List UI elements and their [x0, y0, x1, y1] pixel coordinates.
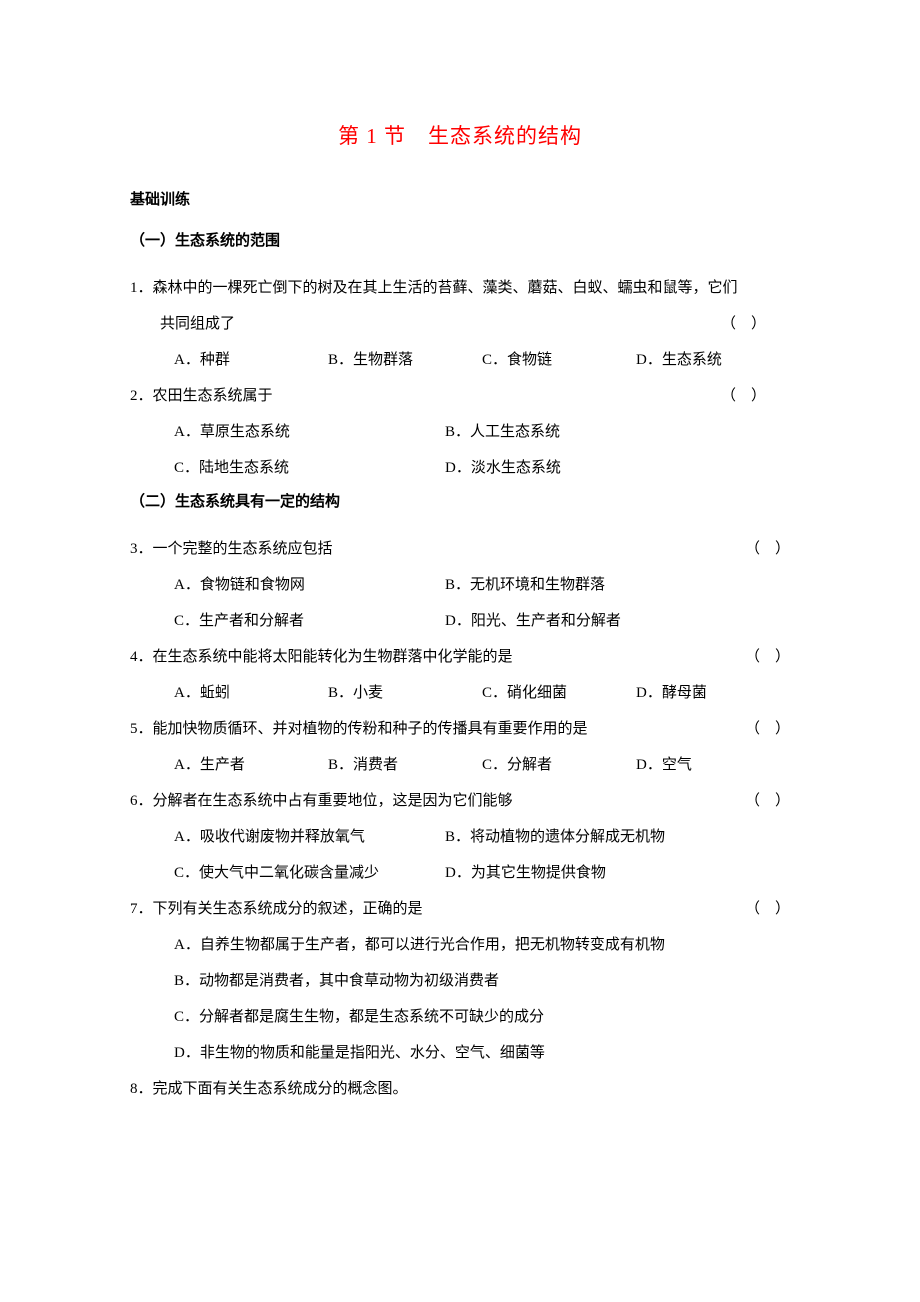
question-text: 完成下面有关生态系统成分的概念图。 — [153, 1071, 790, 1107]
question-stem: 6． 分解者在生态系统中占有重要地位，这是因为它们能够 （ ） — [130, 783, 790, 819]
options: A．种群 B．生物群落 C．食物链 D．生态系统 — [130, 342, 790, 378]
question-8: 8． 完成下面有关生态系统成分的概念图。 — [130, 1071, 790, 1107]
option-c: C．硝化细菌 — [482, 675, 636, 711]
question-number: 3． — [130, 531, 153, 567]
option-a: A．草原生态系统 — [174, 414, 445, 450]
question-text-line2: 共同组成了 — [160, 316, 235, 332]
question-5: 5． 能加快物质循环、并对植物的传粉和种子的传播具有重要作用的是 （ ） A．生… — [130, 711, 790, 783]
question-stem: 7． 下列有关生态系统成分的叙述，正确的是 （ ） — [130, 891, 790, 927]
answer-blank: （ ） — [745, 531, 790, 567]
options: A．吸收代谢废物并释放氧气 B．将动植物的遗体分解成无机物 C．使大气中二氧化碳… — [130, 819, 790, 891]
option-b: B．动物都是消费者，其中食草动物为初级消费者 — [174, 963, 790, 999]
question-3: 3． 一个完整的生态系统应包括 （ ） A．食物链和食物网 B．无机环境和生物群… — [130, 531, 790, 639]
option-a: A．蚯蚓 — [174, 675, 328, 711]
option-a: A．自养生物都属于生产者，都可以进行光合作用，把无机物转变成有机物 — [174, 927, 790, 963]
question-number: 8． — [130, 1071, 153, 1107]
question-text-cont: 共同组成了 （ ） — [130, 306, 790, 342]
options: A．食物链和食物网 B．无机环境和生物群落 C．生产者和分解者 D．阳光、生产者… — [130, 567, 790, 639]
option-a: A．种群 — [174, 342, 328, 378]
section-heading: 基础训练 — [130, 188, 790, 209]
options: A．自养生物都属于生产者，都可以进行光合作用，把无机物转变成有机物 B．动物都是… — [130, 927, 790, 1071]
option-b: B．消费者 — [328, 747, 482, 783]
question-number: 4． — [130, 639, 153, 675]
option-d: D．为其它生物提供食物 — [445, 855, 790, 891]
option-d: D．空气 — [636, 747, 790, 783]
option-b: B．生物群落 — [328, 342, 482, 378]
question-stem: 2． 农田生态系统属于 （ ） — [130, 378, 790, 414]
answer-blank: （ ） — [745, 711, 790, 747]
options: A．草原生态系统 B．人工生态系统 C．陆地生态系统 D．淡水生态系统 — [130, 414, 790, 486]
option-d: D．非生物的物质和能量是指阳光、水分、空气、细菌等 — [174, 1035, 790, 1071]
option-d: D．淡水生态系统 — [445, 450, 790, 486]
option-c: C．生产者和分解者 — [174, 603, 445, 639]
option-c: C．分解者都是腐生生物，都是生态系统不可缺少的成分 — [174, 999, 790, 1035]
question-number: 2． — [130, 378, 153, 414]
option-c: C．陆地生态系统 — [174, 450, 445, 486]
question-stem: 3． 一个完整的生态系统应包括 （ ） — [130, 531, 790, 567]
worksheet-page: 第 1 节 生态系统的结构 基础训练 （一）生态系统的范围 1． 森林中的一棵死… — [0, 0, 920, 1107]
question-stem: 4． 在生态系统中能将太阳能转化为生物群落中化学能的是 （ ） — [130, 639, 790, 675]
options: A．生产者 B．消费者 C．分解者 D．空气 — [130, 747, 790, 783]
option-b: B．无机环境和生物群落 — [445, 567, 790, 603]
question-number: 1． — [130, 270, 153, 306]
question-number: 6． — [130, 783, 153, 819]
option-c: C．分解者 — [482, 747, 636, 783]
question-stem: 8． 完成下面有关生态系统成分的概念图。 — [130, 1071, 790, 1107]
option-c: C．使大气中二氧化碳含量减少 — [174, 855, 445, 891]
question-stem: 5． 能加快物质循环、并对植物的传粉和种子的传播具有重要作用的是 （ ） — [130, 711, 790, 747]
question-text: 分解者在生态系统中占有重要地位，这是因为它们能够 — [153, 783, 790, 819]
subsection-2: （二）生态系统具有一定的结构 — [130, 490, 790, 511]
option-a: A．生产者 — [174, 747, 328, 783]
answer-blank: （ ） — [745, 639, 790, 675]
answer-blank: （ ） — [721, 378, 766, 414]
question-text: 在生态系统中能将太阳能转化为生物群落中化学能的是 — [153, 639, 790, 675]
option-b: B．人工生态系统 — [445, 414, 790, 450]
option-a: A．食物链和食物网 — [174, 567, 445, 603]
question-text: 农田生态系统属于 — [153, 378, 790, 414]
question-text: 下列有关生态系统成分的叙述，正确的是 — [153, 891, 790, 927]
question-1: 1． 森林中的一棵死亡倒下的树及在其上生活的苔藓、藻类、蘑菇、白蚁、蠕虫和鼠等，… — [130, 270, 790, 378]
question-number: 7． — [130, 891, 153, 927]
answer-blank: （ ） — [745, 891, 790, 927]
option-b: B．将动植物的遗体分解成无机物 — [445, 819, 790, 855]
question-7: 7． 下列有关生态系统成分的叙述，正确的是 （ ） A．自养生物都属于生产者，都… — [130, 891, 790, 1071]
question-2: 2． 农田生态系统属于 （ ） A．草原生态系统 B．人工生态系统 C．陆地生态… — [130, 378, 790, 486]
page-title: 第 1 节 生态系统的结构 — [130, 120, 790, 150]
answer-blank: （ ） — [721, 306, 766, 342]
question-text: 能加快物质循环、并对植物的传粉和种子的传播具有重要作用的是 — [153, 711, 790, 747]
option-d: D．生态系统 — [636, 342, 790, 378]
question-stem: 1． 森林中的一棵死亡倒下的树及在其上生活的苔藓、藻类、蘑菇、白蚁、蠕虫和鼠等，… — [130, 270, 790, 306]
question-text: 一个完整的生态系统应包括 — [153, 531, 790, 567]
subsection-1: （一）生态系统的范围 — [130, 229, 790, 250]
option-a: A．吸收代谢废物并释放氧气 — [174, 819, 445, 855]
answer-blank: （ ） — [745, 783, 790, 819]
question-4: 4． 在生态系统中能将太阳能转化为生物群落中化学能的是 （ ） A．蚯蚓 B．小… — [130, 639, 790, 711]
question-number: 5． — [130, 711, 153, 747]
question-6: 6． 分解者在生态系统中占有重要地位，这是因为它们能够 （ ） A．吸收代谢废物… — [130, 783, 790, 891]
options: A．蚯蚓 B．小麦 C．硝化细菌 D．酵母菌 — [130, 675, 790, 711]
option-d: D．阳光、生产者和分解者 — [445, 603, 790, 639]
option-b: B．小麦 — [328, 675, 482, 711]
option-d: D．酵母菌 — [636, 675, 790, 711]
option-c: C．食物链 — [482, 342, 636, 378]
question-text: 森林中的一棵死亡倒下的树及在其上生活的苔藓、藻类、蘑菇、白蚁、蠕虫和鼠等，它们 — [153, 270, 790, 306]
